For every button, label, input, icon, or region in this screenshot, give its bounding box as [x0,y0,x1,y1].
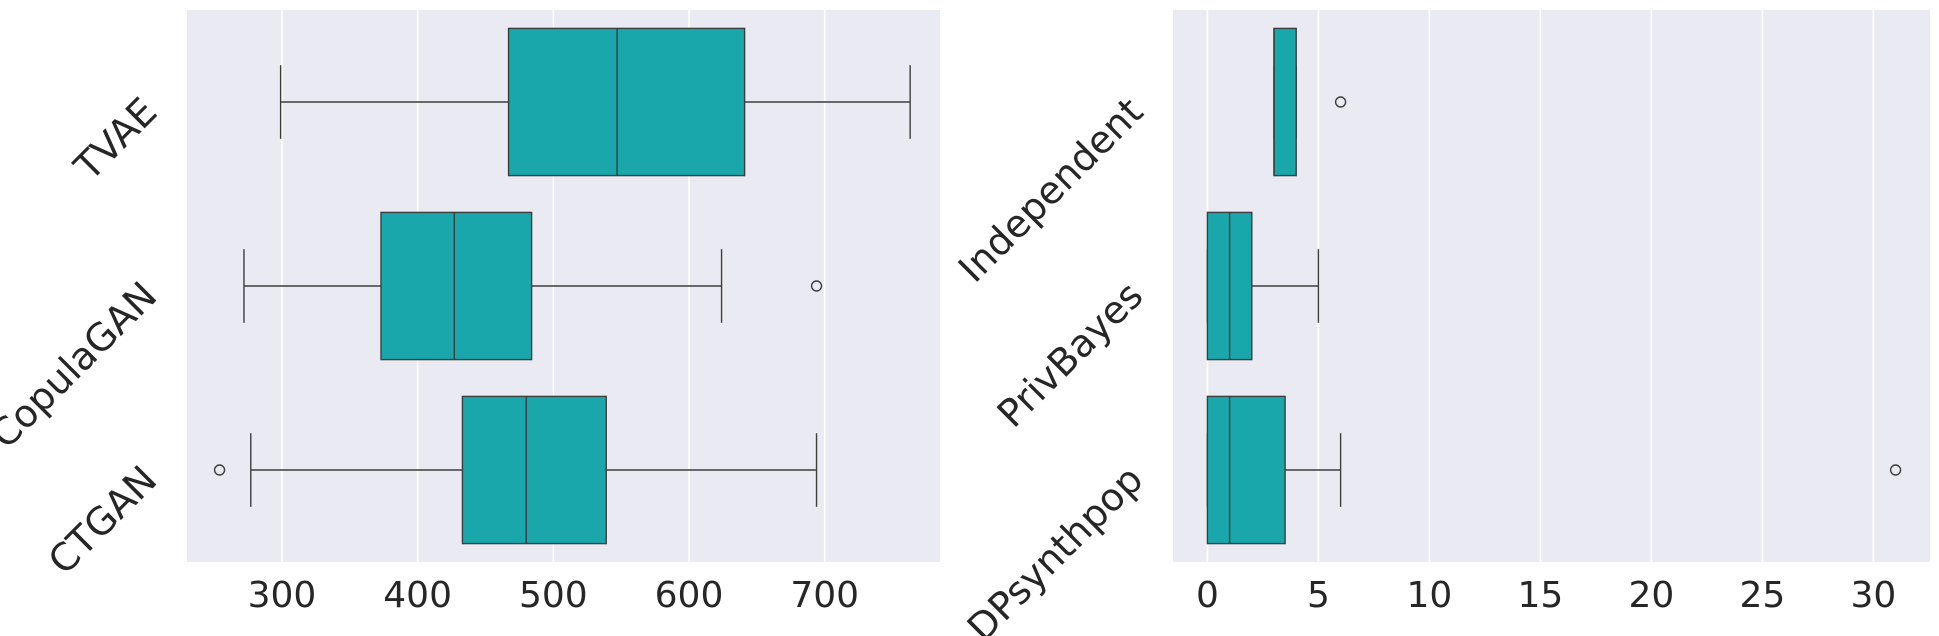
x-tick-label: 400 [383,575,452,616]
x-tick-label: 700 [790,575,859,616]
x-tick-label: 0 [1196,575,1219,616]
x-tick-label: 30 [1850,575,1896,616]
box-ctgan [461,395,607,545]
box-tvae [507,27,746,177]
outlier-point [1334,96,1347,108]
y-category-label: Independent [950,89,1151,290]
y-category-label: CopulaGAN [0,273,165,457]
x-tick-label: 25 [1739,575,1785,616]
x-tick-label: 300 [248,575,317,616]
x-tick-label: 15 [1517,575,1563,616]
x-tick-label: 10 [1406,575,1452,616]
box-independent [1273,27,1297,177]
outlier-point [213,464,226,476]
y-category-label: CTGAN [40,457,166,583]
y-category-label: TVAE [65,89,165,189]
box-dpsynthpop [1206,395,1286,545]
y-category-label: PrivBayes [989,273,1152,436]
outlier-point [1889,464,1902,476]
x-tick-label: 500 [519,575,588,616]
x-tick-label: 600 [655,575,724,616]
x-tick-label: 5 [1307,575,1330,616]
y-category-label: DPsynthpop [959,457,1152,636]
x-tick-label: 20 [1628,575,1674,616]
box-copulagan [380,211,533,361]
outlier-point [810,280,823,292]
